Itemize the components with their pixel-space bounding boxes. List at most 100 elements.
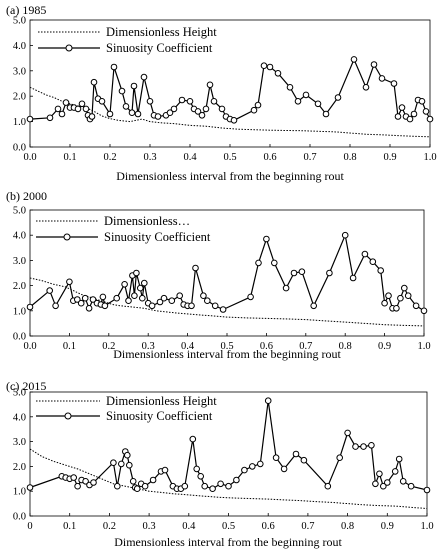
x-axis-title: Dimensionless interval from the beginnin… — [114, 535, 342, 549]
data-point-sinuosity — [410, 110, 418, 118]
x-tick-label: 0.6 — [260, 341, 273, 352]
data-point-sinuosity — [134, 110, 142, 118]
legend-marker-sinuosity — [65, 44, 73, 52]
data-point-sinuosity — [161, 466, 169, 474]
legend: Dimensionless Height Sinuosity Coefficie… — [38, 25, 217, 55]
data-point-sinuosity — [46, 287, 54, 294]
data-point-sinuosity — [141, 279, 148, 287]
legend: Dimensionless… Sinuosity Coefficient — [36, 214, 211, 244]
y-axis-ticks: 0.0 1.0 2.0 3.0 4.0 5.0 — [13, 388, 33, 523]
data-point-sinuosity — [101, 302, 109, 310]
data-point-sinuosity — [381, 299, 388, 307]
x-tick-label: 0.1 — [63, 152, 76, 163]
x-tick-label: 0.6 — [262, 521, 275, 532]
data-point-sinuosity — [85, 305, 93, 312]
y-axis-ticks: 0.0 1.0 2.0 3.0 4.0 5.0 — [13, 16, 33, 154]
plot-area-frame — [29, 391, 428, 517]
panel-title: (c) 2015 — [6, 379, 46, 393]
data-point-sinuosity — [370, 61, 378, 68]
data-point-sinuosity — [412, 302, 420, 310]
data-point-sinuosity — [349, 274, 357, 282]
data-point-sinuosity — [62, 99, 70, 106]
data-point-sinuosity — [300, 456, 308, 464]
x-tick-label: 0.9 — [381, 521, 394, 532]
y-axis-ticks: 0.0 1.0 2.0 3.0 4.0 5.0 — [13, 206, 33, 343]
data-point-sinuosity — [264, 397, 272, 405]
y-tick-label: 4.0 — [13, 412, 26, 423]
legend-marker-sinuosity — [63, 233, 71, 241]
data-point-sinuosity — [156, 298, 164, 306]
data-point-sinuosity — [368, 442, 375, 449]
x-tick-label: 0.8 — [343, 152, 356, 163]
panel-title: (b) 2000 — [6, 189, 47, 203]
x-tick-label: 0.7 — [301, 521, 314, 532]
data-point-sinuosity — [186, 98, 194, 105]
x-tick-label: 0 — [27, 521, 32, 532]
data-point-sinuosity — [418, 98, 426, 105]
data-point-sinuosity — [217, 480, 224, 488]
data-point-sinuosity — [26, 484, 34, 491]
data-point-sinuosity — [361, 250, 369, 258]
data-point-sinuosity — [148, 302, 156, 310]
data-point-sinuosity — [399, 478, 407, 485]
data-point-sinuosity — [201, 482, 208, 490]
data-point-sinuosity — [394, 113, 402, 120]
data-point-sinuosity — [247, 293, 254, 301]
data-point-sinuosity — [360, 443, 367, 450]
x-tick-label: 0.2 — [102, 341, 115, 352]
series-group — [26, 397, 431, 510]
data-point-sinuosity — [181, 482, 189, 490]
x-tick-label: 0.1 — [63, 521, 76, 532]
data-point-sinuosity — [241, 466, 248, 474]
data-point-sinuosity — [352, 443, 359, 450]
data-point-sinuosity — [82, 478, 89, 485]
data-point-sinuosity — [168, 297, 176, 305]
y-tick-label: 4.0 — [13, 41, 26, 52]
data-point-sinuosity — [254, 101, 262, 109]
data-point-sinuosity — [218, 105, 226, 113]
x-tick-label: 1.0 — [420, 521, 433, 532]
data-point-sinuosity — [294, 98, 302, 105]
legend-label-height: Dimensionless Height — [106, 25, 217, 39]
x-tick-label: 0.0 — [23, 152, 36, 163]
data-point-sinuosity — [193, 465, 200, 473]
data-point-sinuosity — [210, 98, 218, 105]
data-point-sinuosity — [66, 278, 73, 286]
data-point-sinuosity — [302, 91, 310, 99]
data-point-sinuosity — [322, 110, 330, 118]
series-group — [26, 231, 428, 327]
data-point-sinuosity — [380, 482, 387, 490]
data-point-sinuosity — [129, 478, 137, 485]
data-point-sinuosity — [78, 100, 86, 108]
legend-label-height: Dimensionless Height — [106, 394, 217, 408]
plot-area-frame — [29, 19, 431, 148]
data-point-sinuosity — [54, 105, 62, 113]
legend: Dimensionless Height Sinuosity Coefficie… — [36, 394, 217, 423]
x-tick-label: 1.0 — [417, 341, 430, 352]
y-tick-label: 1.0 — [13, 487, 26, 498]
x-tick-label: 0.0 — [23, 341, 36, 352]
x-axis-title: Dimensionless interval from the beginnin… — [113, 347, 341, 361]
data-point-sinuosity — [202, 105, 210, 113]
data-point-sinuosity — [82, 105, 90, 113]
data-point-sinuosity — [422, 108, 430, 115]
data-point-sinuosity — [233, 476, 240, 484]
x-tick-label: 0.9 — [378, 341, 391, 352]
data-point-sinuosity — [310, 302, 318, 310]
data-point-sinuosity — [260, 62, 268, 69]
data-point-sinuosity — [26, 115, 34, 123]
x-tick-label: 0.3 — [143, 152, 156, 163]
data-point-sinuosity — [110, 459, 117, 467]
data-point-sinuosity — [89, 296, 97, 303]
legend-label-sinuosity: Sinuosity Coefficient — [106, 41, 213, 55]
data-point-sinuosity — [154, 113, 162, 120]
data-point-sinuosity — [378, 75, 386, 82]
data-point-sinuosity — [146, 98, 154, 105]
y-tick-label: 2.0 — [13, 462, 26, 473]
x-tick-label: 0.5 — [220, 341, 233, 352]
x-tick-label: 0.5 — [222, 521, 235, 532]
data-point-sinuosity — [125, 297, 132, 305]
data-point-sinuosity — [377, 267, 385, 274]
data-point-sinuosity — [326, 269, 333, 277]
